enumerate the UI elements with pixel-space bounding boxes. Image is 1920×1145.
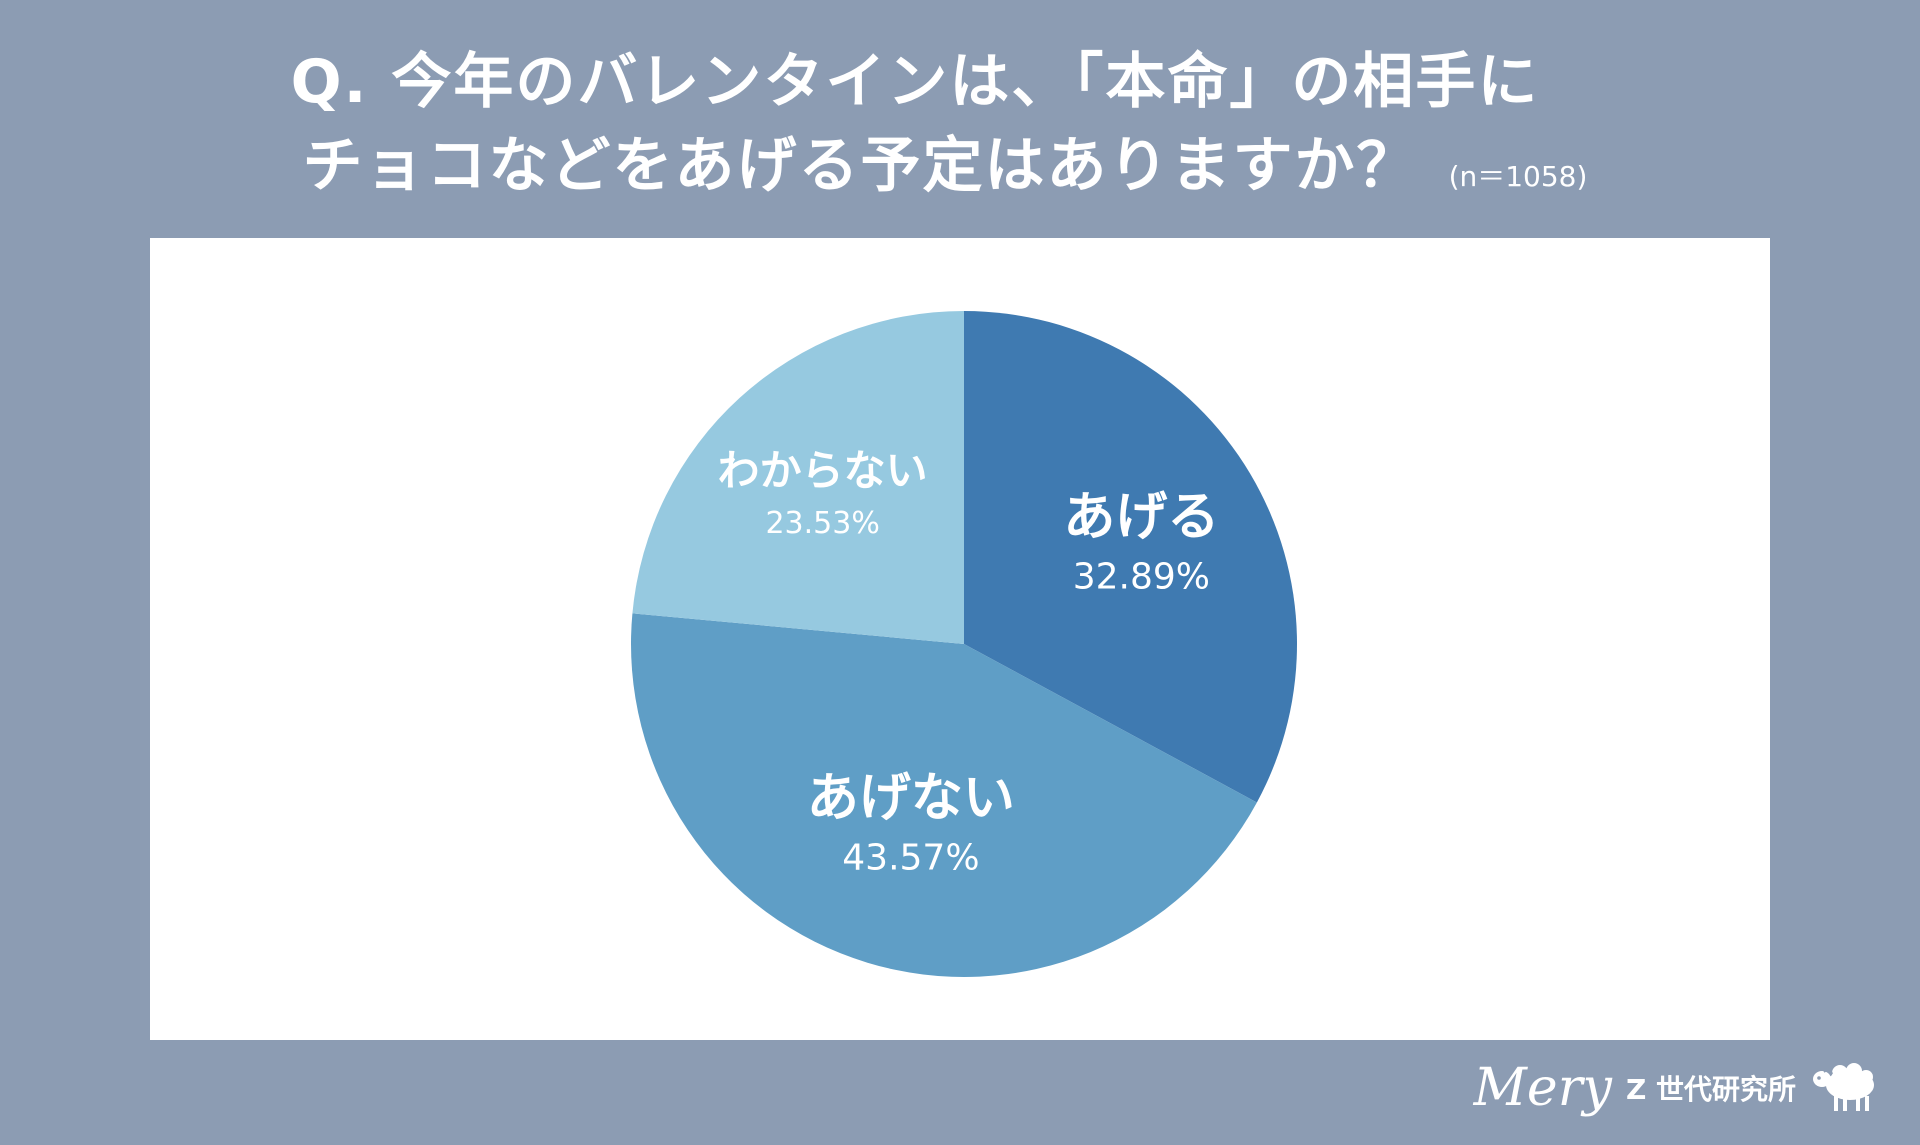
title-line-2-text: チョコなどをあげる予定はありますか？ <box>302 131 1419 201</box>
sample-size: (n＝1058) <box>1448 160 1588 193</box>
pie-slice-1 <box>964 311 1297 803</box>
title-line-2: チョコなどをあげる予定はありますか？ (n＝1058) <box>0 124 1920 219</box>
footer-brand: Mery Z 世代研究所 <box>1474 1053 1880 1123</box>
pie-chart: あげる 32.89% あげない 43.57% わからない 23.53% <box>631 311 1297 978</box>
chart-title: Q. 今年のバレンタインは、「本命」の相手に チョコなどをあげる予定はありますか… <box>0 40 1920 219</box>
slice-label-3: わからない <box>718 446 928 495</box>
brand-logo: Mery <box>1473 1058 1612 1118</box>
pie-slice-2 <box>631 613 1257 978</box>
chart-panel: あげる 32.89% あげない 43.57% わからない 23.53% <box>150 238 1770 1040</box>
brand-lab-name: Z 世代研究所 <box>1625 1073 1796 1106</box>
slice-value-1: 32.89% <box>1073 556 1210 597</box>
sheep-icon <box>1813 1063 1874 1111</box>
slice-value-2: 43.57% <box>842 837 979 878</box>
slice-label-2: あげない <box>807 768 1015 828</box>
slice-label-1: あげる <box>1063 487 1219 547</box>
pie-slice-3 <box>632 311 964 644</box>
slice-value-3: 23.53% <box>765 506 879 541</box>
title-line-1: Q. 今年のバレンタインは、「本命」の相手に <box>290 47 1540 117</box>
